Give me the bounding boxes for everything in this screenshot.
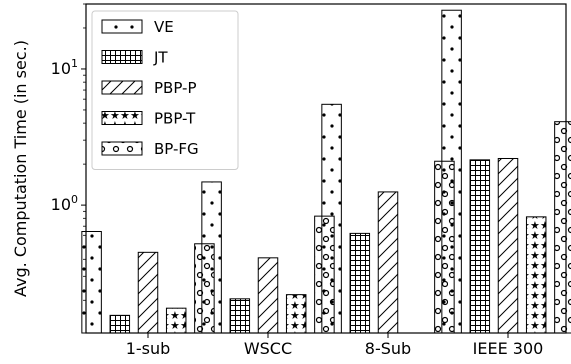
- x-tick-label: 1-sub: [126, 339, 171, 358]
- legend-swatch-pbp-t: [101, 111, 143, 125]
- x-tick-label: WSCC: [244, 339, 292, 358]
- y-tick-label: 100: [51, 193, 78, 214]
- bar-ve-1-sub: [81, 231, 102, 334]
- bar-ve-8-sub: [321, 103, 342, 334]
- legend-label-pbp-t: PBP-T: [154, 110, 196, 128]
- legend-label-ve: VE: [154, 18, 174, 36]
- bar-jt-1-sub: [109, 314, 131, 334]
- x-tick-label: 8-Sub: [365, 339, 411, 358]
- x-axis-ticks: 1-sub WSCC 8-Sub IEEE 300: [126, 333, 544, 358]
- bar-jt-wscc: [229, 298, 251, 334]
- bar-pbp-p-wscc: [257, 257, 279, 334]
- bars-layer: [81, 9, 571, 334]
- y-axis-ticks: 100 101: [51, 3, 86, 301]
- legend-swatch-jt: [101, 50, 143, 64]
- y-tick-label: 101: [51, 57, 78, 78]
- legend-swatch-pbp-p: [101, 80, 143, 95]
- bar-pbp-t-1-sub: [165, 307, 187, 334]
- bar-jt-ieee-300: [469, 159, 491, 334]
- bar-jt-8-sub: [349, 232, 371, 334]
- legend-label-jt: JT: [153, 49, 168, 67]
- legend-swatch-bp-fg: [101, 141, 143, 156]
- bar-pbp-t-ieee-300: [525, 216, 547, 334]
- plot-frame: [85, 3, 567, 334]
- legend-swatch-ve: [101, 19, 143, 34]
- bar-pbp-p-1-sub: [137, 251, 159, 334]
- y-axis-label: Avg. Computation Time (in sec.): [11, 40, 30, 297]
- legend-label-bp-fg: BP-FG: [154, 140, 199, 158]
- bar-pbp-t-wscc: [285, 294, 307, 334]
- bar-ve-wscc: [201, 181, 222, 334]
- legend-label-pbp-p: PBP-P: [154, 79, 197, 97]
- bar-bp-fg-ieee-300: [554, 121, 571, 334]
- bar-pbp-p-8-sub: [377, 191, 399, 334]
- bar-pbp-p-ieee-300: [497, 157, 519, 334]
- bar-ve-ieee-300: [441, 9, 462, 334]
- x-tick-label: IEEE 300: [473, 339, 544, 358]
- legend: VE JT PBP-P PBP-T BP-FG: [91, 10, 239, 170]
